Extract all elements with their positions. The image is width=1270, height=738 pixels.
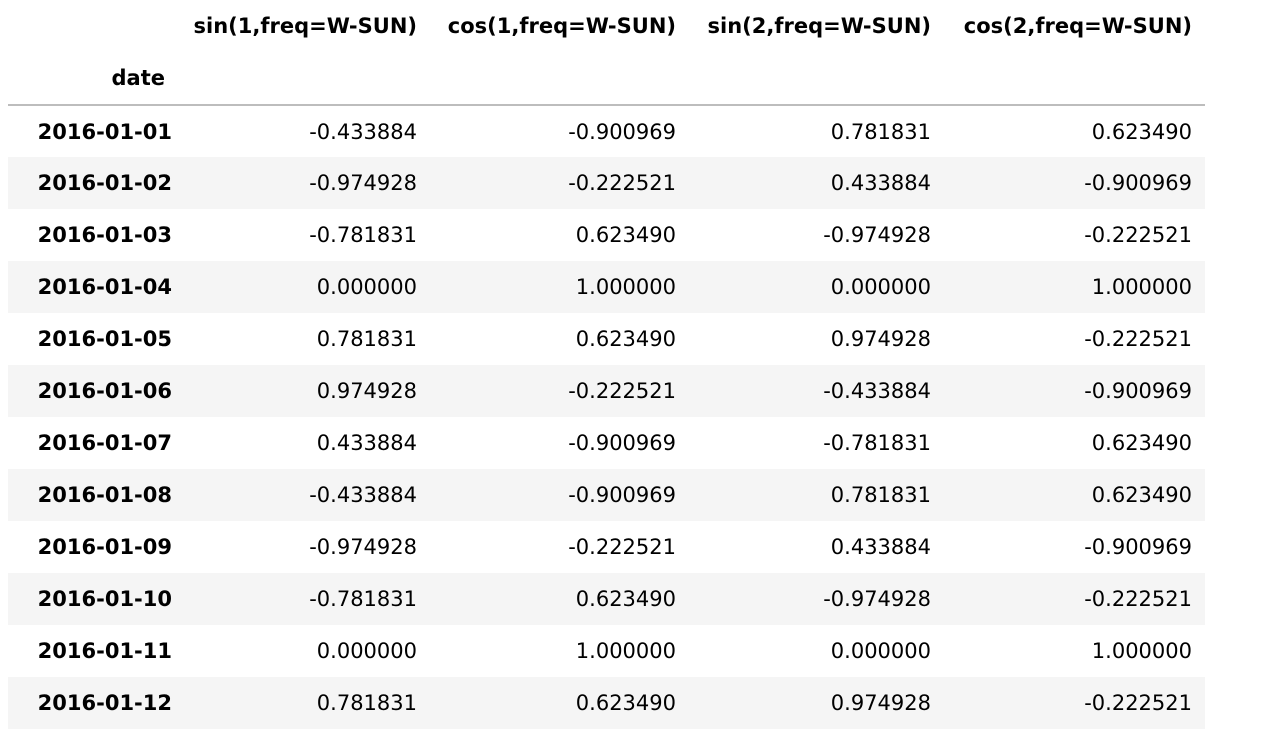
table-cell: -0.900969 bbox=[1084, 171, 1192, 195]
table-cell: 0.000000 bbox=[316, 275, 417, 299]
row-index-date: 2016-01-01 bbox=[37, 119, 172, 144]
table-cell: 0.623490 bbox=[575, 327, 676, 351]
table-header: sin(1,freq=W-SUN) cos(1,freq=W-SUN) sin(… bbox=[8, 0, 1205, 106]
table-row: 2016-01-06 0.974928 -0.222521 -0.433884 -0.9… bbox=[8, 365, 1205, 417]
row-index-date: 2016-01-12 bbox=[37, 691, 172, 715]
row-index-date: 2016-01-07 bbox=[37, 431, 172, 455]
table-cell: -0.900969 bbox=[1084, 379, 1192, 403]
table-cell: -0.974928 bbox=[823, 223, 931, 247]
table-cell: 0.623490 bbox=[1091, 483, 1192, 507]
table-cell: 0.000000 bbox=[316, 639, 417, 663]
table-cell: -0.900969 bbox=[568, 119, 676, 144]
table-cell: 0.623490 bbox=[575, 691, 676, 715]
table-cell: -0.222521 bbox=[1084, 691, 1192, 715]
index-name-label: date bbox=[8, 52, 178, 106]
table-cell: 1.000000 bbox=[575, 639, 676, 663]
table-cell: 0.623490 bbox=[575, 587, 676, 611]
table-cell: 0.974928 bbox=[830, 691, 931, 715]
column-header: cos(2,freq=W-SUN) bbox=[963, 14, 1192, 38]
table-cell: 0.781831 bbox=[830, 483, 931, 507]
table-body: 2016-01-01 -0.433884 -0.900969 0.781831 0.62… bbox=[8, 105, 1205, 729]
index-name-spacer bbox=[689, 52, 944, 106]
table-cell: -0.433884 bbox=[823, 379, 931, 403]
row-index-date: 2016-01-09 bbox=[37, 535, 172, 559]
table-cell: 0.000000 bbox=[830, 639, 931, 663]
table-cell: -0.222521 bbox=[1084, 223, 1192, 247]
table-cell: 1.000000 bbox=[1091, 275, 1192, 299]
table-cell: 0.781831 bbox=[316, 327, 417, 351]
table-cell: -0.222521 bbox=[1084, 327, 1192, 351]
index-name-spacer bbox=[178, 52, 430, 106]
table-row: 2016-01-04 0.000000 1.000000 0.000000 1.0000… bbox=[8, 261, 1205, 313]
table-cell: -0.222521 bbox=[568, 535, 676, 559]
index-name-spacer bbox=[430, 52, 689, 106]
column-header: sin(2,freq=W-SUN) bbox=[707, 14, 931, 38]
row-index-date: 2016-01-02 bbox=[37, 171, 172, 195]
table-cell: -0.974928 bbox=[309, 535, 417, 559]
table-cell: 1.000000 bbox=[575, 275, 676, 299]
table-row: 2016-01-12 0.781831 0.623490 0.974928 -0.222… bbox=[8, 677, 1205, 729]
column-header: sin(1,freq=W-SUN) bbox=[193, 14, 417, 38]
table-cell: 0.000000 bbox=[830, 275, 931, 299]
table-row: 2016-01-11 0.000000 1.000000 0.000000 1.0000… bbox=[8, 625, 1205, 677]
row-index-date: 2016-01-03 bbox=[37, 223, 172, 247]
table-cell: -0.222521 bbox=[568, 379, 676, 403]
table-cell: -0.433884 bbox=[309, 119, 417, 144]
table-cell: 0.623490 bbox=[575, 223, 676, 247]
table-cell: 0.433884 bbox=[830, 171, 931, 195]
dataframe-output: sin(1,freq=W-SUN) cos(1,freq=W-SUN) sin(… bbox=[8, 0, 1205, 729]
table-cell: 0.781831 bbox=[830, 119, 931, 144]
column-header-row: sin(1,freq=W-SUN) cos(1,freq=W-SUN) sin(… bbox=[8, 0, 1205, 52]
table-cell: -0.974928 bbox=[823, 587, 931, 611]
table-cell: -0.222521 bbox=[568, 171, 676, 195]
table-cell: -0.974928 bbox=[309, 171, 417, 195]
row-index-date: 2016-01-06 bbox=[37, 379, 172, 403]
header-corner bbox=[8, 0, 178, 52]
table-row: 2016-01-02 -0.974928 -0.222521 0.433884 -0.9… bbox=[8, 157, 1205, 209]
table-row: 2016-01-07 0.433884 -0.900969 -0.781831 0.62… bbox=[8, 417, 1205, 469]
table-cell: -0.900969 bbox=[1084, 535, 1192, 559]
table-cell: 0.623490 bbox=[1091, 119, 1192, 144]
table-cell: -0.900969 bbox=[568, 431, 676, 455]
index-name-spacer bbox=[944, 52, 1205, 106]
table-row: 2016-01-03 -0.781831 0.623490 -0.974928 -0.2… bbox=[8, 209, 1205, 261]
table-row: 2016-01-01 -0.433884 -0.900969 0.781831 0.62… bbox=[8, 105, 1205, 157]
table-cell: -0.781831 bbox=[309, 223, 417, 247]
table-row: 2016-01-09 -0.974928 -0.222521 0.433884 -0.9… bbox=[8, 521, 1205, 573]
table-cell: 0.974928 bbox=[830, 327, 931, 351]
table-row: 2016-01-08 -0.433884 -0.900969 0.781831 0.62… bbox=[8, 469, 1205, 521]
dataframe-table: sin(1,freq=W-SUN) cos(1,freq=W-SUN) sin(… bbox=[8, 0, 1205, 729]
table-row: 2016-01-05 0.781831 0.623490 0.974928 -0.222… bbox=[8, 313, 1205, 365]
table-cell: -0.222521 bbox=[1084, 587, 1192, 611]
table-cell: 0.433884 bbox=[830, 535, 931, 559]
table-cell: -0.781831 bbox=[823, 431, 931, 455]
table-cell: -0.433884 bbox=[309, 483, 417, 507]
index-name-row: date bbox=[8, 52, 1205, 106]
row-index-date: 2016-01-05 bbox=[37, 327, 172, 351]
table-row: 2016-01-10 -0.781831 0.623490 -0.974928 -0.2… bbox=[8, 573, 1205, 625]
table-cell: 0.781831 bbox=[316, 691, 417, 715]
table-cell: 0.623490 bbox=[1091, 431, 1192, 455]
column-header: cos(1,freq=W-SUN) bbox=[447, 14, 676, 38]
table-cell: 0.433884 bbox=[316, 431, 417, 455]
table-cell: 1.000000 bbox=[1091, 639, 1192, 663]
row-index-date: 2016-01-10 bbox=[37, 587, 172, 611]
table-cell: -0.781831 bbox=[309, 587, 417, 611]
row-index-date: 2016-01-08 bbox=[37, 483, 172, 507]
table-cell: 0.974928 bbox=[316, 379, 417, 403]
row-index-date: 2016-01-04 bbox=[37, 275, 172, 299]
row-index-date: 2016-01-11 bbox=[37, 639, 172, 663]
table-cell: -0.900969 bbox=[568, 483, 676, 507]
